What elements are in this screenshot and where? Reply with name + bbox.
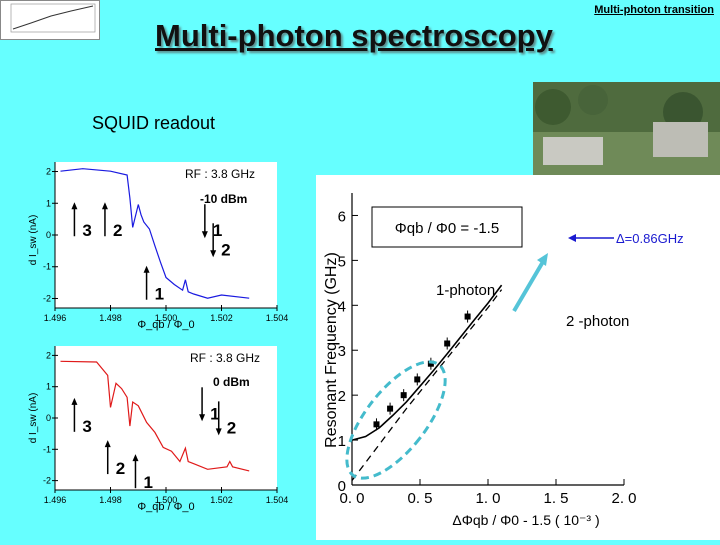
two-photon-label: 2 -photon: [566, 313, 629, 330]
res-ytick-label: 4: [338, 298, 346, 315]
top-xtick-label: 1.502: [210, 313, 233, 323]
res-xtick-label: 0. 5: [407, 490, 432, 507]
res-ytick-label: 6: [338, 208, 346, 225]
thumbnail-chart: [0, 0, 100, 40]
bottom-ytick-label: -2: [43, 476, 51, 486]
top-xtick-label: 1.498: [99, 313, 122, 323]
res-xtick-label: 2. 0: [611, 490, 636, 507]
top-peak-arrowhead-1: [101, 202, 108, 210]
corner-label: Multi-photon transition: [594, 4, 714, 16]
two-photon-curve: [351, 289, 503, 481]
one-photon-curve: [351, 284, 503, 441]
bottom-peak-label-4: 2: [227, 418, 236, 437]
top-trace-line: [60, 168, 250, 299]
bottom-ytick-label: 1: [46, 382, 51, 392]
res-ytick-label: 1: [338, 433, 346, 450]
bottom-peak-arrowhead-2: [132, 454, 139, 462]
res-point: [387, 405, 394, 412]
bottom-ytick-label: 0: [46, 413, 51, 423]
selection-ellipse: [345, 360, 447, 480]
top-ylabel: d I_sw (nA): [28, 215, 39, 266]
bottom-peak-arrowhead-1: [104, 440, 111, 448]
top-peak-label-4: 2: [221, 240, 230, 259]
bottom-trace-line: [60, 360, 250, 472]
top-plot-area: [55, 162, 277, 308]
bottom-peak-label-2: 1: [143, 473, 152, 492]
bottom-xtick-label: 1.504: [266, 495, 289, 505]
top-peak-arrowhead-2: [143, 265, 150, 273]
top-xtick-label: 1.496: [44, 313, 67, 323]
bottom-peak-arrowhead-4: [215, 428, 222, 436]
res-ytick-label: 2: [338, 388, 346, 405]
resonance-graph-svg: 0 1 2 3 4 5 6 0. 0 0. 5 1. 0 1. 5 2. 0 Φqb / Φ0 = -…: [323, 193, 684, 528]
top-ytick-label: 1: [46, 198, 51, 208]
top-peak-arrowhead-3: [201, 231, 208, 239]
bottom-peak-label-1: 2: [116, 459, 125, 478]
thumbnail-frame: [10, 3, 96, 33]
res-ytick-label: 0: [338, 478, 346, 495]
res-point: [414, 376, 421, 383]
one-photon-label: 1-photon: [436, 282, 495, 299]
top-rf-annotation: RF : 3.8 GHz: [185, 167, 255, 181]
top-peak-arrowhead-4: [210, 250, 217, 258]
top-power-annotation: -10 dBm: [200, 192, 247, 206]
thumbnail-line: [12, 5, 94, 30]
top-ytick-label: -1: [43, 262, 51, 272]
res-xtick-label: 1. 0: [475, 490, 500, 507]
top-peak-arrowhead-0: [71, 202, 78, 210]
bottom-peak-label-3: 1: [210, 404, 219, 423]
resonance-graph-panel: 0 1 2 3 4 5 6 0. 0 0. 5 1. 0 1. 5 2. 0 Φqb / Φ0 = -…: [316, 175, 720, 540]
top-ytick-label: 2: [46, 167, 51, 177]
bottom-plot-area: [55, 346, 277, 490]
bottom-xtick-label: 1.498: [99, 495, 122, 505]
bottom-rf-annotation: RF : 3.8 GHz: [190, 351, 260, 365]
top-xtick-label: 1.504: [266, 313, 289, 323]
bottom-power-annotation: 0 dBm: [213, 375, 250, 389]
top-peak-label-1: 2: [113, 221, 122, 240]
connector-arrow-head: [537, 253, 548, 266]
res-xtick-label: 1. 5: [543, 490, 568, 507]
top-ytick-label: -2: [43, 293, 51, 303]
top-ytick-label: 0: [46, 230, 51, 240]
bottom-ytick-label: 2: [46, 350, 51, 360]
res-point: [464, 313, 471, 320]
squid-readout-label: SQUID readout: [92, 113, 216, 133]
bottom-xtick-label: 1.500: [155, 495, 178, 505]
slide-title: Multi-photon spectroscopy: [155, 18, 553, 53]
connector-arrow-line: [512, 258, 546, 313]
bottom-peak-label-0: 3: [82, 417, 91, 436]
delta-arrow-head: [568, 234, 576, 242]
inset-formula-box: [371, 206, 523, 248]
res-ytick-label: 5: [338, 253, 346, 270]
top-peak-label-0: 3: [82, 221, 91, 240]
bottom-xtick-label: 1.502: [210, 495, 233, 505]
resonance-ylabel: Resonant Frequency (GHz): [323, 252, 340, 448]
res-ytick-label: 3: [338, 343, 346, 360]
thumbnail-svg: [10, 3, 96, 33]
top-xlabel: Φ_qb / Φ_0: [137, 319, 194, 331]
delta-label: Δ=0.86GHz: [616, 231, 684, 246]
top-xtick-label: 1.500: [155, 313, 178, 323]
bottom-peak-arrowhead-3: [199, 414, 206, 422]
resonance-xlabel: ΔΦqb / Φ0 - 1.5 ( 10⁻³ ): [452, 512, 599, 528]
bottom-ylabel: d I_sw (nA): [28, 393, 39, 444]
res-point: [427, 360, 434, 367]
bottom-xlabel: Φ_qb / Φ_0: [137, 501, 194, 513]
top-peak-label-2: 1: [155, 285, 164, 304]
res-point: [444, 340, 451, 347]
res-xtick-label: 0. 0: [339, 490, 364, 507]
top-peak-label-3: 1: [213, 221, 222, 240]
res-point: [373, 421, 380, 428]
bottom-xtick-label: 1.496: [44, 495, 67, 505]
res-point: [400, 392, 407, 399]
bottom-ytick-label: -1: [43, 444, 51, 454]
bottom-peak-arrowhead-0: [71, 397, 78, 405]
inset-formula: Φqb / Φ0 = -1.5: [395, 220, 499, 237]
